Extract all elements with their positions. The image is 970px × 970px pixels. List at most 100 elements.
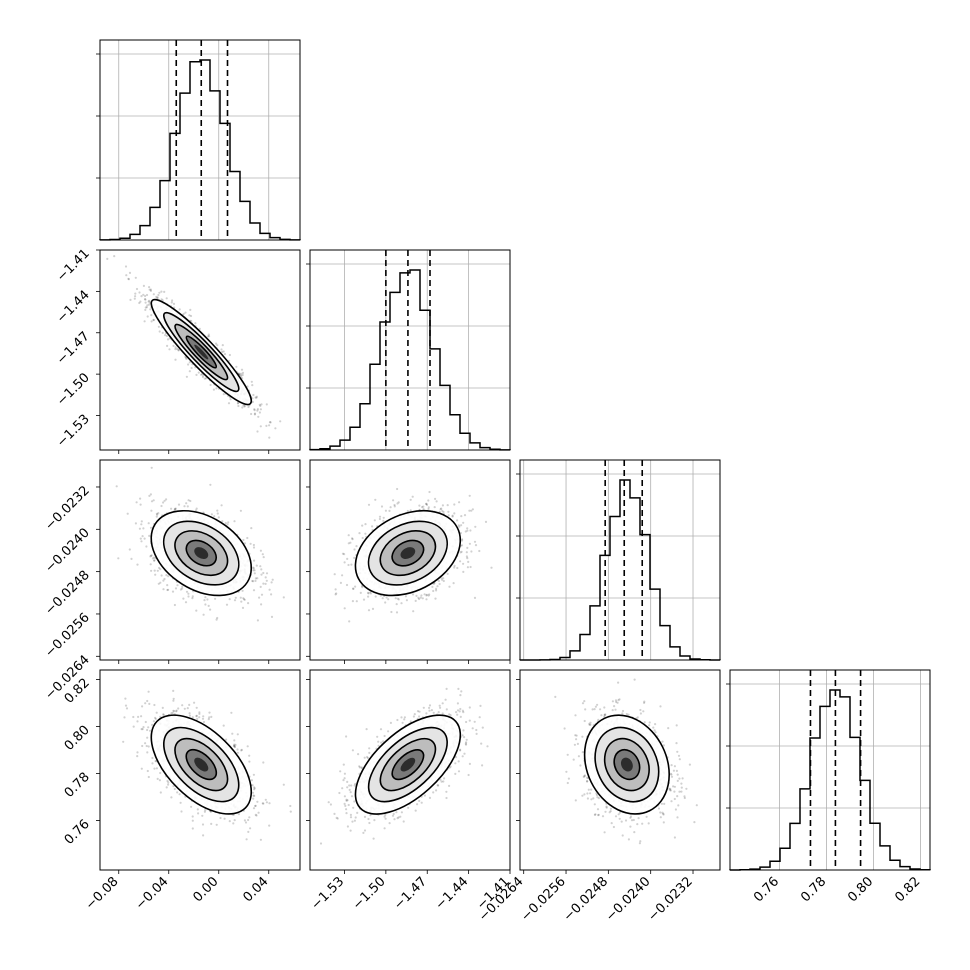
scatter-point <box>165 297 168 300</box>
scatter-point <box>183 505 186 508</box>
scatter-point <box>343 553 346 556</box>
scatter-point <box>378 515 382 518</box>
scatter-point <box>251 384 254 387</box>
scatter-point <box>350 563 353 566</box>
scatter-point <box>239 374 242 377</box>
scatter-point <box>184 601 188 604</box>
scatter-point <box>214 597 217 600</box>
scatter-point <box>138 527 141 530</box>
scatter-point <box>157 293 160 297</box>
scatter-point <box>258 411 261 414</box>
scatter-point <box>464 530 467 533</box>
scatter-point <box>366 591 370 595</box>
scatter-point <box>247 602 250 605</box>
scatter-point <box>226 523 229 526</box>
scatter-point <box>253 413 256 416</box>
scatter-point <box>442 510 445 514</box>
scatter-point <box>191 827 194 830</box>
scatter-point <box>241 606 245 610</box>
contour-line <box>391 539 425 567</box>
scatter-point <box>256 409 259 412</box>
density-level <box>194 344 209 360</box>
scatter-point <box>174 507 177 510</box>
scatter-point <box>257 811 260 814</box>
scatter-point <box>153 559 156 562</box>
scatter-point <box>184 356 188 359</box>
scatter-point <box>124 704 128 707</box>
scatter-point <box>147 522 150 525</box>
scatter-point <box>165 498 168 501</box>
scatter-point <box>250 380 253 383</box>
scatter-point <box>257 415 260 418</box>
scatter-point <box>147 300 150 303</box>
scatter-point <box>425 503 429 506</box>
scatter-point <box>282 596 285 599</box>
scatter-point <box>185 590 189 593</box>
scatter-point <box>289 804 292 808</box>
contour-line <box>185 335 218 369</box>
scatter-point <box>204 596 207 599</box>
scatter-point <box>161 706 164 710</box>
scatter-point <box>171 590 175 593</box>
scatter-point <box>421 506 424 509</box>
scatter-point <box>240 749 243 752</box>
scatter-point <box>253 408 256 411</box>
scatter-point <box>150 500 154 503</box>
scatter-point <box>213 515 216 518</box>
scatter-point <box>466 546 469 550</box>
scatter-point <box>390 610 393 614</box>
scatter-point <box>259 408 262 411</box>
scatter-point <box>462 570 465 574</box>
scatter-point <box>371 525 374 528</box>
scatter-point <box>233 739 236 742</box>
scatter-point <box>411 593 415 596</box>
scatter-point <box>252 543 255 547</box>
scatter-point <box>242 404 245 407</box>
scatter-point <box>352 587 355 590</box>
scatter-point <box>166 338 170 341</box>
scatter-point <box>425 594 428 597</box>
scatter-point <box>191 597 194 600</box>
panel-content <box>115 466 285 622</box>
scatter-point <box>469 565 472 569</box>
scatter-point <box>442 579 445 583</box>
scatter-point <box>478 549 481 553</box>
scatter-point <box>351 537 354 540</box>
scatter-point <box>153 559 156 562</box>
histogram-1 <box>309 269 511 451</box>
scatter-point <box>241 373 244 377</box>
scatter-point <box>435 589 438 592</box>
scatter-point <box>239 596 242 599</box>
scatter-point <box>217 516 220 519</box>
scatter-point <box>159 771 162 775</box>
scatter-point <box>227 521 230 524</box>
scatter-point <box>203 377 206 380</box>
scatter-point <box>150 320 153 323</box>
scatter-point <box>452 582 455 585</box>
scatter-point <box>470 509 473 512</box>
scatter-point <box>458 501 461 504</box>
panel-2d-1-0 <box>96 249 301 454</box>
scatter-point <box>253 569 256 572</box>
scatter-point <box>393 503 396 507</box>
scatter-point <box>463 514 467 517</box>
scatter-point <box>196 808 199 811</box>
scatter-point <box>254 396 257 399</box>
scatter-point <box>158 566 161 570</box>
scatter-point <box>222 350 225 353</box>
scatter-point <box>378 517 381 521</box>
scatter-point <box>160 504 163 508</box>
panel-content <box>122 689 292 841</box>
scatter-point <box>203 599 206 602</box>
scatter-point <box>223 817 226 820</box>
scatter-point <box>249 827 252 830</box>
scatter-point <box>148 494 151 497</box>
scatter-point <box>191 716 194 719</box>
scatter-point <box>150 554 153 557</box>
scatter-point <box>252 546 256 549</box>
scatter-point <box>265 579 268 582</box>
scatter-point <box>460 544 464 547</box>
scatter-point <box>148 299 151 302</box>
scatter-point <box>221 520 224 523</box>
scatter-point <box>251 579 254 583</box>
